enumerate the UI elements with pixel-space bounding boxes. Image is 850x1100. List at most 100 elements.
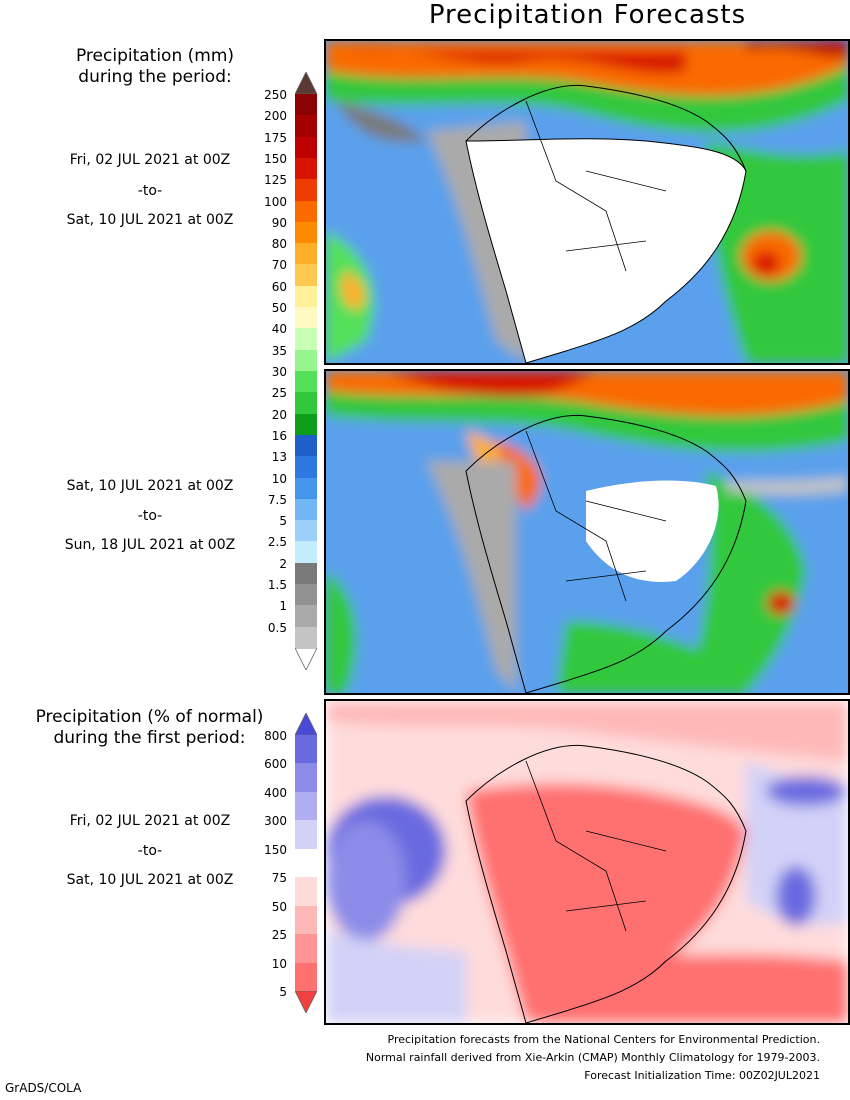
mm-colorbar-top-arrow	[295, 72, 317, 94]
mm-colorbar-tick-label: 1.5	[267, 578, 287, 593]
period2-sep: -to-	[137, 508, 163, 524]
mm-colorbar-tick-label: 90	[271, 215, 287, 230]
mm-colorbar-cell	[295, 349, 317, 372]
mm-colorbar-tick-label: 40	[271, 322, 287, 337]
mm-colorbar-tick-label: 35	[271, 343, 287, 358]
mm-legend-title-line1: Precipitation (mm)	[75, 46, 235, 66]
pct-colorbar-tick-label: 75	[271, 871, 287, 886]
mm-colorbar-cell	[295, 626, 317, 649]
mm-colorbar-tick-label: 60	[271, 279, 287, 294]
mm-colorbar-tick-label: 100	[264, 194, 287, 209]
period1-end: Sat, 10 JUL 2021 at 00Z	[66, 212, 234, 228]
pct-colorbar-cell	[295, 877, 317, 907]
pct-legend-title-line1: Precipitation (% of normal)	[35, 707, 264, 727]
pct-colorbar-tick-label: 400	[264, 785, 287, 800]
mm-colorbar-cell	[295, 115, 317, 138]
mm-colorbar-tick-label: 2.5	[267, 535, 287, 550]
mm-colorbar-cell	[295, 371, 317, 393]
credit: GrADS/COLA	[5, 1081, 82, 1095]
mm-colorbar-tick-label: 5	[279, 514, 287, 529]
pct-colorbar-cell	[295, 934, 317, 964]
mm-colorbar: 250 200 175 150 125 100 90 80 70 60 50 40 35 30 25 20 16…	[264, 72, 317, 670]
mm-colorbar-tick-label: 10	[271, 471, 287, 486]
mm-colorbar-cell	[295, 221, 317, 244]
mm-colorbar-cell	[295, 328, 317, 351]
mm-colorbar-tick-label: 7.5	[267, 492, 287, 507]
mm-colorbar-cell	[295, 584, 317, 606]
period2-end: Sun, 18 JUL 2021 at 00Z	[64, 537, 236, 553]
footer-line3: Forecast Initialization Time: 00Z02JUL20…	[584, 1069, 820, 1082]
period3-end: Sat, 10 JUL 2021 at 00Z	[66, 872, 234, 888]
mm-colorbar-tick-label: 2	[279, 556, 287, 571]
mm-colorbar-tick-label: 175	[264, 130, 287, 145]
mm-colorbar-tick-label: 30	[271, 365, 287, 379]
mm-colorbar-cell	[295, 562, 317, 585]
mm-colorbar-tick-label: 80	[271, 237, 287, 252]
mm-colorbar-tick-label: 13	[271, 450, 287, 465]
mm-colorbar-cell	[295, 243, 317, 265]
mm-colorbar-tick-label: 70	[271, 258, 287, 273]
mm-legend-title-line2: during the period:	[78, 67, 232, 87]
pct-colorbar-tick-label: 10	[271, 956, 287, 971]
pct-colorbar-tick-label: 300	[264, 814, 287, 829]
mm-colorbar-tick-label: 0.5	[267, 620, 287, 635]
mm-colorbar-tick-label: 25	[271, 386, 287, 401]
mm-colorbar-cell	[295, 605, 317, 628]
period2-start: Sat, 10 JUL 2021 at 00Z	[66, 478, 234, 494]
mm-colorbar-cell	[295, 477, 317, 500]
mm-colorbar-cell	[295, 264, 317, 287]
mm-colorbar-cell	[295, 498, 317, 521]
mm-colorbar-cell	[295, 541, 317, 564]
pct-colorbar-cell	[295, 763, 317, 793]
mm-colorbar-cell	[295, 94, 317, 116]
pct-colorbar: 800 600 400 300 150 75 50 25 10 5	[264, 713, 317, 1013]
pct-colorbar-bottom-arrow	[295, 991, 317, 1013]
mm-colorbar-tick-label: 250	[264, 88, 287, 102]
mm-colorbar-cell	[295, 136, 317, 159]
mm-colorbar-cell	[295, 307, 317, 329]
mm-colorbar-cell	[295, 392, 317, 415]
pct-colorbar-top-arrow	[295, 713, 317, 735]
mm-colorbar-tick-label: 150	[264, 151, 287, 166]
mm-colorbar-cell	[295, 434, 317, 457]
pct-colorbar-cell	[295, 820, 317, 850]
pct-colorbar-tick-label: 600	[264, 757, 287, 772]
mm-colorbar-cell	[295, 456, 317, 479]
mm-colorbar-tick-label: 125	[264, 173, 287, 188]
mm-colorbar-tick-label: 1	[279, 599, 287, 614]
mm-colorbar-cell	[295, 520, 317, 542]
pct-colorbar-cell	[295, 791, 317, 821]
mm-colorbar-cell	[295, 285, 317, 308]
mm-colorbar-cell	[295, 200, 317, 223]
mm-colorbar-cell	[295, 179, 317, 202]
pct-colorbar-tick-label: 800	[264, 729, 287, 743]
pct-colorbar-tick-label: 5	[279, 985, 287, 999]
pct-colorbar-cell	[295, 848, 317, 878]
mm-colorbar-cell	[295, 413, 317, 436]
mm-colorbar-tick-label: 20	[271, 407, 287, 422]
pct-colorbar-tick-label: 50	[271, 899, 287, 914]
pct-legend-title: Precipitation (% of normal) during the f…	[12, 707, 287, 749]
map-panel-period1	[324, 39, 850, 365]
footer-line2: Normal rainfall derived from Xie-Arkin (…	[365, 1051, 820, 1064]
mm-colorbar-bottom-arrow	[295, 648, 317, 670]
period1-sep: -to-	[137, 183, 163, 199]
pct-colorbar-cell	[295, 962, 317, 992]
period3-sep: -to-	[137, 843, 163, 859]
period3-start: Fri, 02 JUL 2021 at 00Z	[69, 813, 231, 829]
pct-legend-title-line2: during the first period:	[53, 728, 246, 748]
pct-colorbar-cell	[295, 735, 317, 764]
period1-start: Fri, 02 JUL 2021 at 00Z	[69, 152, 231, 168]
pct-colorbar-tick-label: 150	[264, 842, 287, 857]
footer-line1: Precipitation forecasts from the Nationa…	[387, 1033, 821, 1046]
mm-colorbar-cell	[295, 157, 317, 180]
pct-colorbar-cell	[295, 905, 317, 935]
pct-colorbar-tick-label: 25	[271, 928, 287, 943]
mm-colorbar-tick-label: 16	[271, 428, 287, 443]
mm-colorbar-tick-label: 200	[264, 109, 287, 124]
map-panel-period2	[324, 369, 850, 695]
mm-colorbar-tick-label: 50	[271, 301, 287, 316]
mm-legend-title: Precipitation (mm) during the period:	[40, 46, 270, 88]
page-title: Precipitation Forecasts	[428, 0, 747, 30]
footer: Precipitation forecasts from the Nationa…	[366, 1031, 820, 1085]
